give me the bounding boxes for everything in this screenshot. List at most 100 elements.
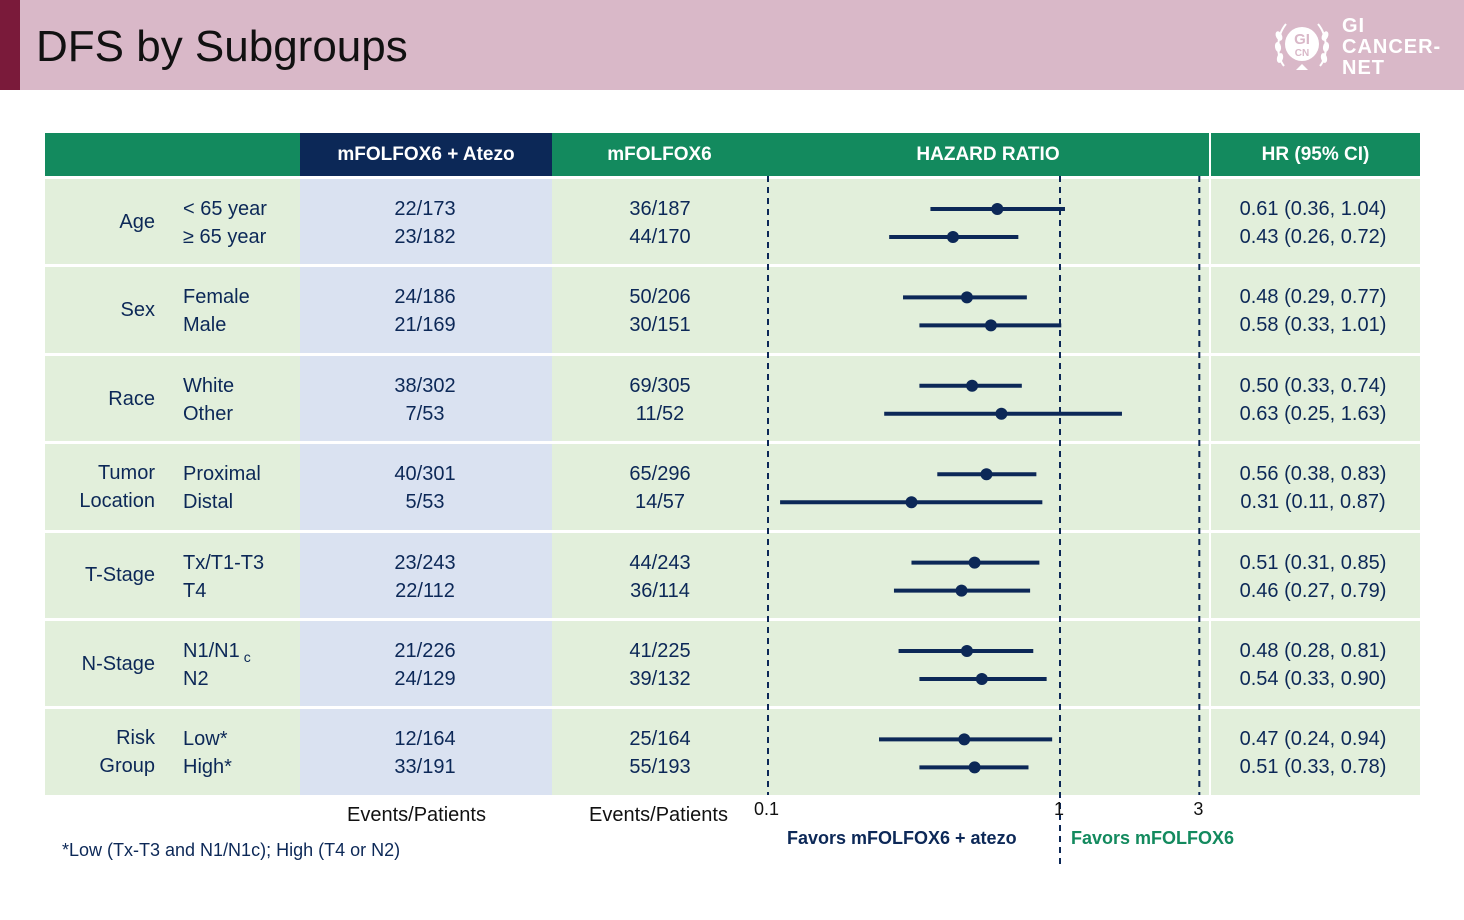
atezo-events: 21/226 xyxy=(394,640,456,662)
control-events: 44/243 xyxy=(629,551,691,574)
hr-ci-value: 0.43 (0.26, 0.72) xyxy=(1239,226,1387,248)
group-label-line: N-Stage xyxy=(81,652,155,675)
x-tick-label: 1 xyxy=(1054,799,1065,819)
subgroup-label: Female xyxy=(183,283,250,311)
hr-ci-value: 0.31 (0.11, 0.87) xyxy=(1240,491,1386,514)
control-events: 44/170 xyxy=(629,226,691,248)
group-label-line: Sex xyxy=(120,299,155,322)
atezo-events: 21/169 xyxy=(394,314,456,337)
x-tick-label: 0.1 xyxy=(754,799,780,819)
group-row-bg xyxy=(45,267,1420,353)
control-events: 39/132 xyxy=(629,668,691,690)
group-row-bg xyxy=(45,621,1420,707)
group-label: N-Stage xyxy=(15,650,155,678)
group-label-line: T-Stage xyxy=(84,564,155,587)
footnote: *Low (Tx-T3 and N1/N1c); High (T4 or N2) xyxy=(62,840,401,860)
control-events: 11/52 xyxy=(635,402,685,425)
subgroup-label: < 65 year xyxy=(183,195,267,223)
atezo-cell-bg xyxy=(300,532,552,618)
atezo-events: 22/173 xyxy=(394,198,456,220)
subgroup-label-text: Female xyxy=(183,286,250,309)
subgroup-label: Tx/T1-T3 xyxy=(183,549,264,577)
title-accent xyxy=(0,0,20,90)
subgroup-label: High* xyxy=(183,753,232,781)
subgroup-label-text: High* xyxy=(183,756,232,779)
atezo-events: 5/53 xyxy=(405,491,445,514)
hr-ci-value: 0.56 (0.38, 0.83) xyxy=(1239,463,1387,486)
laurel-badge-icon: GI CN xyxy=(1274,23,1330,70)
subgroup-label-text: Other xyxy=(183,402,234,425)
hr-ci-value: 0.51 (0.33, 0.78) xyxy=(1239,756,1387,779)
hr-ci-value: 0.46 (0.27, 0.79) xyxy=(1239,579,1387,602)
atezo-events: 7/53 xyxy=(405,402,445,425)
control-events: 50/206 xyxy=(629,286,691,309)
subgroup-label-text: < 65 year xyxy=(183,198,267,220)
atezo-events: 23/243 xyxy=(394,551,456,574)
group-row-bg xyxy=(45,179,1420,265)
events-label-atezo: Events/Patients xyxy=(347,804,486,826)
atezo-cell-bg xyxy=(300,444,552,530)
subgroup-label-text: Low* xyxy=(183,728,228,751)
atezo-events: 24/186 xyxy=(394,286,456,309)
subgroup-label-text: Male xyxy=(183,314,227,337)
atezo-cell-bg xyxy=(300,355,552,442)
logo-wordmark: GI CANCER- NET xyxy=(1342,16,1441,79)
control-events: 36/114 xyxy=(630,579,690,602)
group-row-bg xyxy=(45,355,1420,442)
control-events: 41/225 xyxy=(629,640,691,662)
logo-badge-bottom: CN xyxy=(1295,48,1309,59)
events-label-control: Events/Patients xyxy=(589,804,728,826)
group-label-line: Tumor xyxy=(97,461,155,484)
col-header-hazard: HAZARD RATIO xyxy=(767,133,1209,176)
atezo-events: 24/129 xyxy=(394,668,456,690)
atezo-events: 12/164 xyxy=(394,728,456,751)
control-events: 30/151 xyxy=(629,314,691,337)
atezo-cell-bg xyxy=(300,267,552,353)
group-row-bg xyxy=(45,532,1420,618)
group-label: Age xyxy=(15,208,155,236)
hr-ci-value: 0.47 (0.24, 0.94) xyxy=(1239,728,1387,751)
control-events: 55/193 xyxy=(629,756,691,779)
logo-badge-top: GI xyxy=(1294,31,1310,48)
subgroup-label-text: Distal xyxy=(183,491,234,514)
group-label-line: Risk xyxy=(116,727,155,750)
logo-line-1: GI xyxy=(1342,15,1366,37)
control-events: 14/57 xyxy=(634,491,686,514)
group-label: T-Stage xyxy=(15,561,155,589)
title-bar xyxy=(0,0,1464,90)
subgroup-label: Male xyxy=(183,311,226,339)
subgroup-label-text: N2 xyxy=(183,668,209,690)
atezo-cell-bg xyxy=(300,621,552,707)
group-label-line: Group xyxy=(99,755,155,778)
group-label-line: Age xyxy=(119,210,155,233)
subgroup-label-text: White xyxy=(183,374,235,397)
gicancernet-logo: GI CN GI CANCER- NET xyxy=(1270,14,1460,79)
atezo-events: 40/301 xyxy=(394,463,456,486)
group-label: Tumor Location xyxy=(15,459,155,515)
favors-control-label: Favors mFOLFOX6 xyxy=(1071,828,1235,848)
col-header-atezo: mFOLFOX6 + Atezo xyxy=(300,133,552,176)
subgroup-label-text: ≥ 65 year xyxy=(183,226,267,248)
group-label: Risk Group xyxy=(15,724,155,780)
group-label-line: Race xyxy=(108,387,155,410)
subgroup-label: N1/N1 c xyxy=(183,637,251,671)
control-events: 36/187 xyxy=(629,198,691,220)
favors-atezo-label: Favors mFOLFOX6 + atezo xyxy=(787,828,1017,848)
subgroup-label: ≥ 65 year xyxy=(183,223,266,251)
subgroup-label: T4 xyxy=(183,577,206,605)
x-tick-label: 3 xyxy=(1193,799,1204,819)
col-header-control: mFOLFOX6 xyxy=(552,133,767,176)
atezo-events: 33/191 xyxy=(394,756,456,779)
atezo-events: 38/302 xyxy=(394,374,456,397)
group-label: Sex xyxy=(15,296,155,324)
subgroup-label: Other xyxy=(183,400,233,428)
subgroup-label-text: T4 xyxy=(183,579,207,602)
page-title: DFS by Subgroups xyxy=(36,22,408,71)
subgroup-label-suffix: c xyxy=(243,649,251,665)
col-header-hr: HR (95% CI) xyxy=(1211,133,1420,176)
subgroup-label: Proximal xyxy=(183,460,261,488)
subgroup-label-text: Tx/T1-T3 xyxy=(183,551,265,574)
group-row-bg xyxy=(45,444,1420,530)
hr-ci-value: 0.48 (0.29, 0.77) xyxy=(1239,286,1387,309)
subgroup-label: N2 xyxy=(183,665,209,693)
